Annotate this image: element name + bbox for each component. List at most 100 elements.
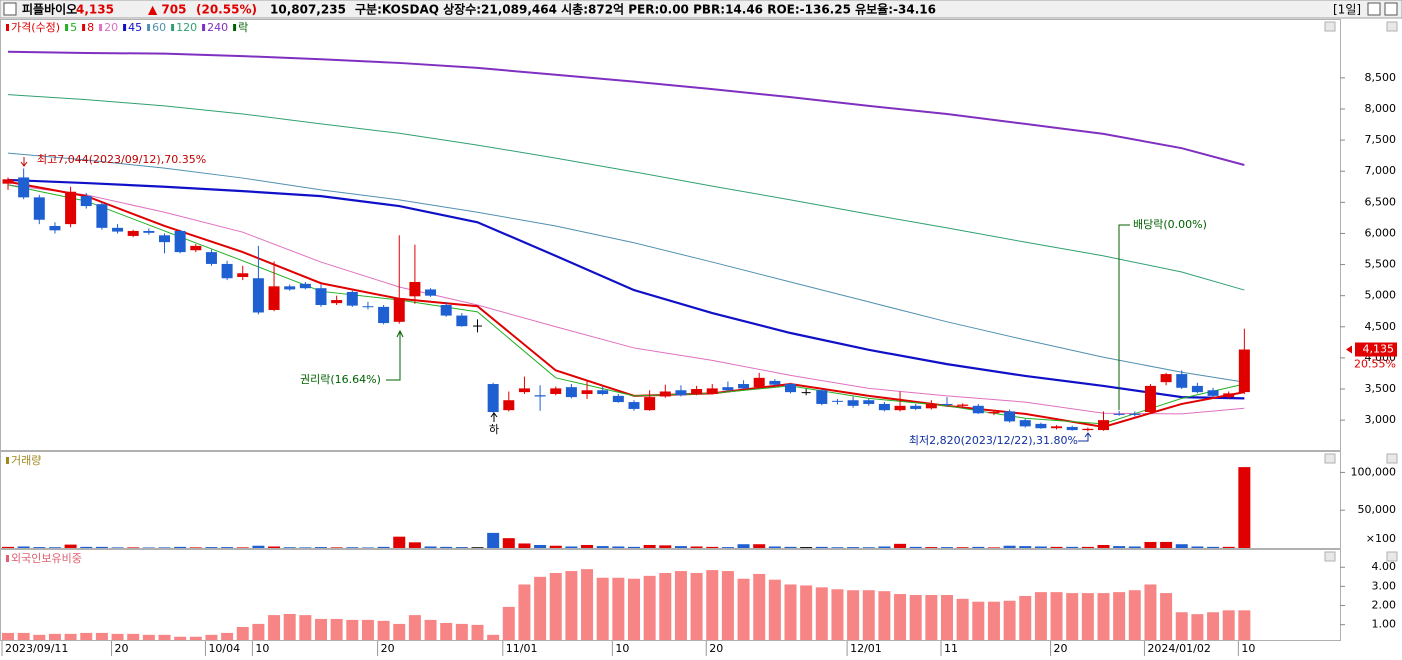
bar	[549, 572, 562, 640]
bar	[987, 601, 1000, 640]
bar	[659, 572, 672, 640]
moving-average-line	[7, 50, 1245, 166]
bar	[502, 606, 515, 640]
y-tick-label: 6,500	[1365, 195, 1397, 208]
bar	[80, 632, 93, 640]
bar	[283, 613, 296, 640]
panel-button[interactable]	[1324, 551, 1336, 562]
close-button[interactable]	[1384, 2, 1398, 16]
bar	[440, 622, 453, 640]
y-tick-label: 4,500	[1365, 320, 1397, 333]
stock-info: 구분:KOSDAQ 상장수:21,089,464 시총:872억 PER:0.0…	[355, 2, 936, 17]
bar	[596, 546, 609, 548]
bar	[252, 623, 265, 640]
candle-body	[691, 389, 703, 394]
candle-body	[237, 273, 249, 278]
candle-body	[1035, 423, 1047, 429]
bar	[158, 634, 171, 640]
candle-body	[1082, 428, 1094, 431]
period[interactable]: [1일]	[1333, 3, 1361, 17]
bar	[862, 590, 875, 640]
bar	[236, 626, 249, 640]
legend-item: 가격(수정)	[11, 21, 60, 34]
bar	[987, 547, 1000, 548]
bar	[721, 547, 734, 548]
bar	[1019, 546, 1032, 548]
header-bar: 피플바이오 4,135 ▲ 705 (20.55%) 10,807,235 구분…	[0, 0, 1402, 19]
candle-body	[644, 397, 656, 411]
y-tick-label: 50,000	[1358, 503, 1397, 516]
bar	[1066, 593, 1079, 640]
bar	[1050, 592, 1063, 640]
annotation-arrow	[1118, 224, 1130, 410]
bar	[1066, 546, 1079, 548]
candle-body	[831, 400, 843, 402]
bar	[628, 578, 640, 640]
legend-swatch	[147, 24, 151, 31]
bar	[408, 615, 421, 640]
candle-body	[675, 390, 687, 396]
y-tick-label: 3.00	[1372, 579, 1397, 592]
bar	[549, 545, 562, 548]
bar	[612, 577, 625, 640]
bar	[1081, 593, 1094, 640]
candle-body	[769, 380, 781, 385]
bar	[111, 547, 124, 548]
bar	[753, 573, 766, 640]
candle-body	[425, 289, 437, 296]
last-price-box	[1355, 342, 1397, 357]
bar	[1238, 610, 1251, 640]
maximize-button[interactable]	[1367, 2, 1381, 16]
last-price-marker	[1346, 345, 1352, 354]
bar	[784, 546, 797, 548]
bar	[612, 546, 625, 548]
bar	[471, 547, 484, 548]
bar	[925, 595, 938, 640]
candle-body	[910, 405, 922, 409]
bar	[894, 594, 907, 640]
panel-button[interactable]	[1324, 21, 1336, 32]
bar	[596, 577, 609, 640]
annotation: 배당락(0.00%)	[1133, 218, 1207, 231]
bar	[1207, 612, 1220, 640]
bar	[377, 546, 390, 548]
candle-body	[659, 391, 671, 397]
header-icon[interactable]	[3, 2, 17, 16]
candle-body	[581, 390, 593, 394]
panel-button[interactable]	[1324, 453, 1336, 464]
bar	[158, 547, 171, 548]
bar	[1034, 546, 1047, 548]
candle-body	[988, 412, 1000, 414]
candle-body	[1066, 426, 1078, 431]
candle-body	[925, 403, 937, 409]
y-tick-label: 3,000	[1365, 413, 1397, 426]
bar	[487, 634, 500, 640]
legend-swatch	[82, 24, 86, 31]
panel-button[interactable]	[1386, 551, 1398, 562]
annotation: 권리락(16.64%)	[300, 373, 381, 386]
candle-body	[362, 306, 374, 308]
legend-item: 락	[238, 21, 248, 34]
bar	[721, 571, 734, 640]
bar	[690, 572, 703, 640]
bar	[784, 584, 797, 640]
y-tick-label: 7,500	[1365, 133, 1397, 146]
panel-button[interactable]	[1386, 453, 1398, 464]
bar	[440, 546, 453, 548]
panel-button[interactable]	[1386, 21, 1398, 32]
legend-swatch	[6, 24, 9, 31]
bar	[1160, 541, 1173, 548]
foreign-panel-frame	[0, 549, 1341, 641]
bar	[455, 547, 468, 548]
bar	[643, 544, 656, 548]
bar	[1050, 546, 1063, 548]
candle-body	[487, 384, 499, 413]
bar	[1222, 546, 1235, 548]
bar	[1238, 467, 1251, 548]
candle-body	[143, 230, 155, 233]
candle-body	[1144, 385, 1156, 413]
bar	[361, 619, 374, 640]
bar	[894, 543, 907, 548]
candle-body	[753, 377, 765, 388]
